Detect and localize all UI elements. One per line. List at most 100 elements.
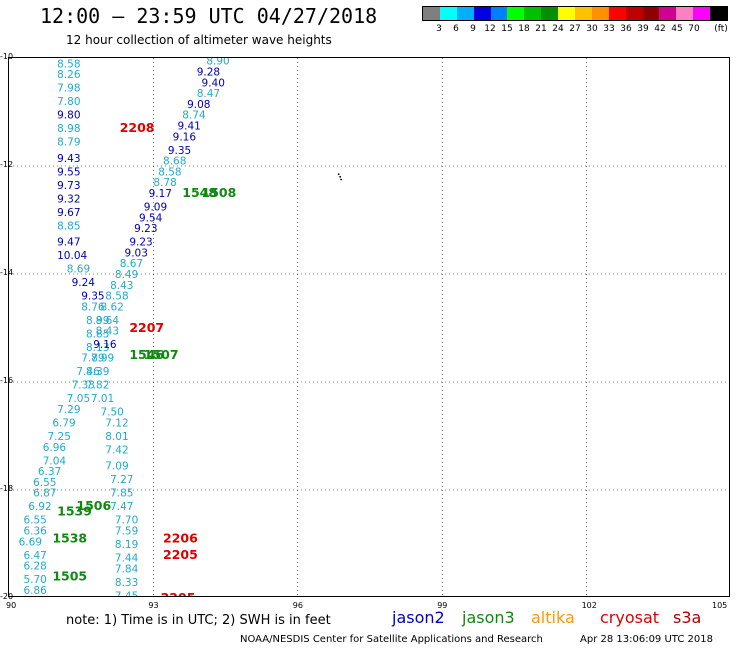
legend-altika: altika [531,608,575,627]
wave-height-label: 7.42 [105,445,128,457]
lat-tick-label: -20 [0,592,14,601]
pass-time-label: 1548 [182,185,217,200]
wave-height-label: 7.85 [110,488,133,500]
wave-height-label: 9.40 [202,77,225,89]
pass-time-label: 2207 [129,320,164,335]
colorbar-swatch [693,7,711,20]
wave-height-label: 6.55 [33,477,56,489]
wave-height-label: 8.68 [163,156,186,168]
colorbar-label: 3 [436,24,442,34]
colorbar-swatch [524,7,542,20]
wave-height-label: 9.41 [177,121,200,133]
colorbar-label: 42 [654,24,666,34]
wave-height-label: 8.78 [153,177,176,189]
colorbar-label: 45 [671,24,683,34]
wave-height-label: 9.16 [173,131,197,143]
wave-height-label: 9.09 [144,202,167,214]
timestamp-text: Apr 28 13:06:09 UTC 2018 [580,634,713,645]
wave-height-label: 7.46 [76,366,100,378]
colorbar-swatch [710,7,728,20]
wave-height-label: 8.64 [96,315,120,327]
wave-height-label: 6.92 [28,501,51,513]
colorbar-swatch [490,7,508,20]
wave-height-label: 7.70 [115,515,138,527]
lat-tick-label: -18 [0,484,14,493]
colorbar-swatch [473,7,491,20]
colorbar-swatch [625,7,643,20]
lon-tick-label: 93 [148,601,159,610]
wave-height-label: 9.24 [72,277,96,289]
wave-height-label: 6.87 [33,488,56,500]
colorbar-swatch [541,7,559,20]
wave-height-label: 8.43 [110,280,133,292]
map-plot-area: 2208220722062205220515481508154615071506… [8,57,730,597]
wave-height-label: 9.80 [57,110,80,122]
wave-height-label: 7.44 [115,553,139,565]
colorbar-label: 6 [453,24,459,34]
wave-height-label: 8.99 [86,315,109,327]
colorbar-label: 33 [603,24,615,34]
wave-height-label: 8.69 [67,264,90,276]
wave-height-label: 6.96 [43,442,67,454]
wave-height-label: 9.16 [93,339,117,351]
island-mark [337,173,340,175]
note-text: note: 1) Time is in UTC; 2) SWH is in fe… [66,613,331,628]
lon-tick-label: 96 [292,601,303,610]
colorbar-label: 36 [620,24,632,34]
wave-height-label: 6.37 [38,466,61,478]
wave-height-label: 9.03 [125,247,148,259]
wave-height-label: 7.82 [86,380,109,392]
wave-height-label: 9.54 [139,212,163,224]
wave-height-label: 8.67 [120,258,143,270]
colorbar-label: 39 [637,24,649,34]
wave-height-label: 9.32 [57,193,80,205]
pass-time-label: 1508 [202,185,237,200]
pass-time-label: 2208 [120,120,155,135]
wave-height-label: 9.35 [168,145,191,157]
wave-height-label: 9.67 [57,207,80,219]
wave-height-label: 9.23 [129,237,152,249]
wave-height-label: 7.29 [57,404,80,416]
wave-height-label: 7.27 [110,474,133,486]
lon-tick-label: 99 [437,601,448,610]
wave-height-label: 6.86 [23,585,47,596]
colorbar-label: 24 [552,24,564,34]
pass-time-label: 1506 [76,498,111,513]
wave-height-label: 7.89 [81,353,104,365]
wave-height-label: 7.25 [48,431,71,443]
wave-height-label: 7.84 [115,563,139,575]
wave-height-label: 8.43 [96,326,119,338]
wave-height-label: 8.39 [86,366,109,378]
colorbar-swatch [659,7,677,20]
pass-time-label: 2205 [161,590,196,596]
lon-tick-label: 102 [581,601,597,610]
lon-tick-label: 90 [6,601,17,610]
wave-height-label: 7.99 [91,353,114,365]
pass-time-label: 1546 [129,347,164,362]
colorbar [422,6,728,21]
wave-height-label: 8.01 [105,431,128,443]
colorbar-label: 15 [501,24,513,34]
colorbar-swatch [423,7,440,20]
wave-height-label: 9.43 [57,153,80,165]
colorbar-swatch [608,7,626,20]
wave-height-label: 9.35 [81,291,104,303]
colorbar-swatch [676,7,694,20]
pass-time-label: 1507 [144,347,179,362]
legend-jason2: jason2 [392,608,445,627]
island-mark [340,178,343,181]
wave-height-label: 8.74 [182,110,206,122]
wave-height-label: 6.79 [52,418,75,430]
wave-height-label: 7.33 [72,380,95,392]
colorbar-swatch [456,7,474,20]
colorbar-label: 18 [518,24,530,34]
island-mark [339,175,342,178]
wave-height-label: 9.73 [57,180,80,192]
wave-height-label: 9.23 [134,223,157,235]
colorbar-label: 12 [484,24,496,34]
colorbar-label: 30 [586,24,598,34]
pass-time-label: 1538 [52,531,87,546]
wave-height-label: 8.79 [57,137,80,149]
wave-height-label: 7.05 [67,393,90,405]
map-subtitle: 12 hour collection of altimeter wave hei… [66,33,332,47]
